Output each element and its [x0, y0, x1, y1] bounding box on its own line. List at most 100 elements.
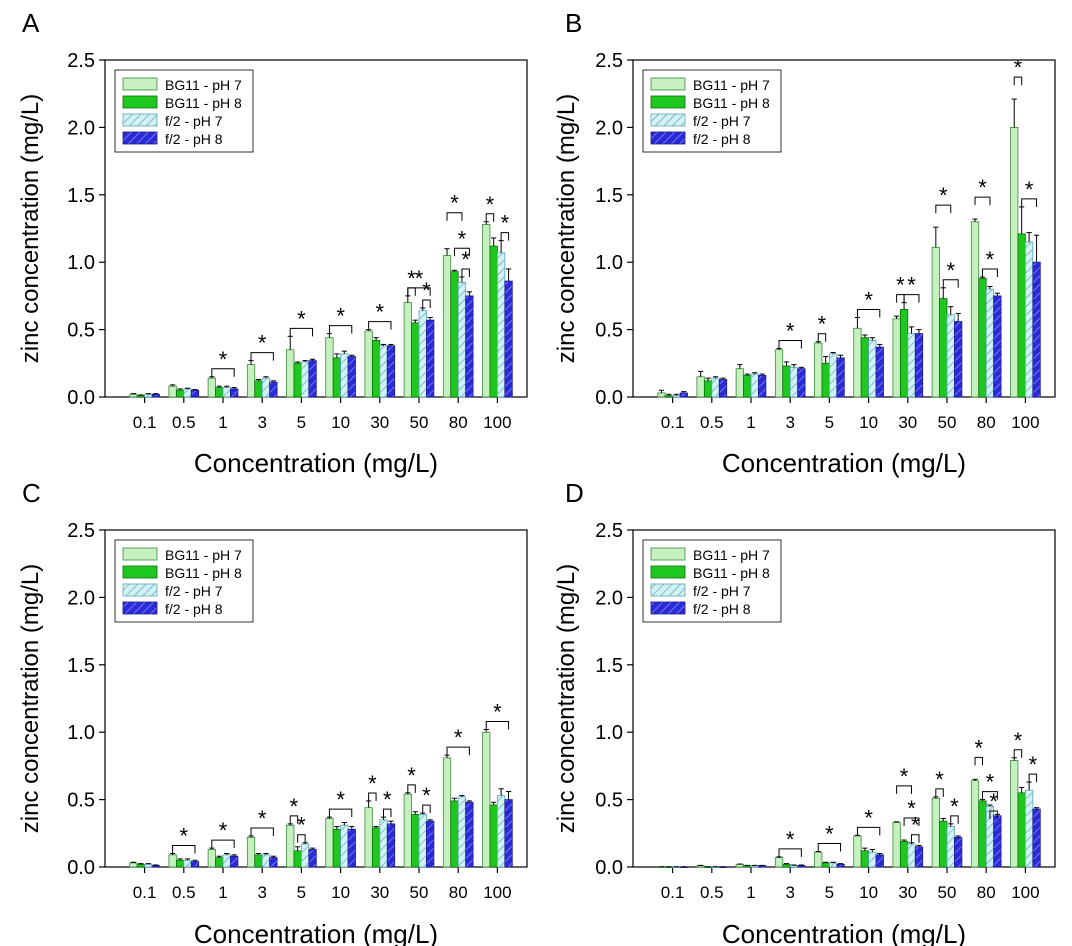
bar [183, 388, 192, 398]
y-tick-label: 2.5 [67, 50, 95, 72]
legend-swatch [122, 565, 158, 579]
bar [931, 797, 940, 868]
x-tick-label: 3 [785, 883, 794, 902]
bar [993, 815, 1002, 868]
bar [821, 862, 830, 868]
legend-swatch [122, 77, 158, 91]
significance-star: * [297, 306, 306, 331]
bar [379, 345, 388, 398]
panel-letter: C [22, 478, 41, 508]
significance-bracket [903, 817, 920, 827]
significance-star: * [219, 347, 228, 372]
x-tick-label: 3 [257, 413, 266, 432]
bar [403, 793, 412, 868]
bar [332, 357, 342, 398]
bar [860, 850, 869, 868]
y-tick-label: 1.5 [595, 185, 623, 207]
legend-entry: BG11 - pH 8 [165, 565, 242, 581]
bar [465, 801, 474, 868]
bar [504, 280, 513, 398]
bar [293, 362, 302, 398]
bar [797, 368, 806, 398]
legend-entry: f/2 - pH 7 [165, 583, 223, 599]
significance-bracket [485, 721, 510, 730]
bar [735, 863, 744, 868]
significance-star: * [336, 787, 345, 812]
bar [853, 835, 862, 868]
x-tick-label: 30 [370, 413, 389, 432]
bar [230, 855, 239, 868]
significance-bracket [1021, 198, 1038, 207]
legend-swatch [650, 601, 686, 615]
legend-swatch [122, 583, 158, 597]
bar [1017, 233, 1026, 398]
significance-star: * [258, 331, 267, 356]
panel-letter: D [565, 478, 584, 508]
bar [978, 277, 987, 398]
bar [426, 319, 435, 398]
x-tick-label: 1 [746, 413, 755, 432]
legend-swatch [122, 95, 158, 109]
chart-panel-b: B 0.0 0.5 1.0 1.5 2.0 2.5 zinc concentration (m… [553, 8, 1056, 478]
x-tick-label: 0.1 [133, 413, 157, 432]
bar [403, 302, 412, 398]
bar [1010, 760, 1019, 868]
significance-bracket [500, 232, 510, 241]
legend-swatch [122, 601, 158, 615]
significance-bracket [942, 279, 959, 288]
bar [418, 814, 427, 868]
legend-swatch [650, 547, 686, 561]
significance-star: * [1014, 728, 1023, 753]
bar [672, 395, 681, 398]
y-tick-label: 0.0 [595, 387, 623, 409]
significance-bracket [817, 333, 827, 342]
bar [308, 360, 317, 398]
bar [386, 823, 396, 868]
y-tick-label: 0.0 [595, 857, 623, 879]
bar [347, 828, 356, 868]
bar [215, 387, 224, 398]
significance-bracket [453, 247, 470, 257]
bar [711, 377, 720, 398]
bar [482, 731, 491, 868]
bar [914, 846, 924, 868]
y-tick-label: 2.5 [595, 50, 623, 72]
legend-swatch [122, 113, 158, 127]
bar [774, 857, 784, 868]
bar [457, 282, 467, 398]
y-tick-label: 1.0 [595, 722, 623, 744]
y-tick-label: 0.5 [595, 320, 623, 342]
x-tick-label: 10 [859, 883, 878, 902]
significance-star: * [1025, 177, 1034, 202]
significance-star: * [368, 771, 377, 796]
x-tick-label: 50 [938, 883, 957, 902]
legend-entry: f/2 - pH 7 [693, 583, 751, 599]
x-tick-label: 80 [449, 413, 468, 432]
bar [789, 865, 799, 868]
significance-bracket [989, 810, 998, 819]
bar [993, 295, 1002, 398]
bar [261, 377, 271, 398]
significance-bracket [896, 785, 913, 794]
bar [207, 377, 216, 398]
y-axis-label: zinc concentration (mg/L) [17, 564, 44, 833]
significance-star: * [896, 273, 905, 298]
bar [954, 321, 963, 398]
significance-star: * [907, 273, 916, 298]
bar [151, 393, 160, 398]
y-axis-label: zinc concentration (mg/L) [553, 564, 580, 833]
significance-bracket [211, 368, 235, 377]
bar [978, 800, 987, 868]
significance-bracket [1013, 76, 1023, 86]
significance-star: * [415, 266, 424, 291]
bar [892, 822, 901, 868]
bar [946, 826, 955, 868]
significance-bracket [289, 327, 314, 337]
bar [782, 863, 791, 868]
significance-star: * [486, 192, 495, 217]
bar [129, 862, 138, 868]
significance-bracket [461, 268, 470, 278]
bar [411, 322, 420, 398]
significance-bracket [1013, 749, 1023, 758]
significance-star: * [825, 821, 834, 846]
